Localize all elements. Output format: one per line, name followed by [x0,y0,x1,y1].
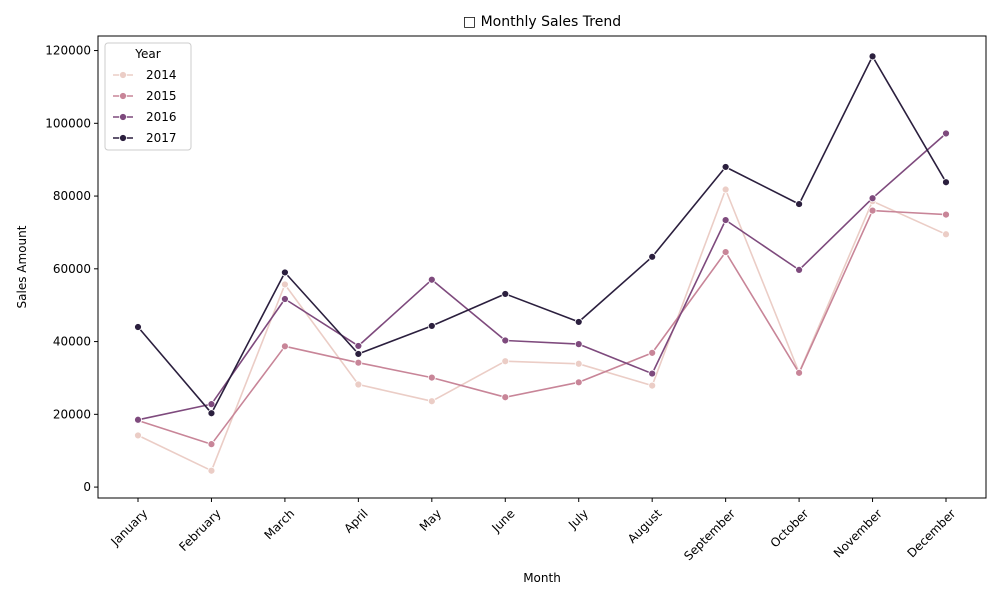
data-point-2015 [648,348,657,357]
data-point-2017 [281,268,289,277]
x-tick-label: November [831,506,885,560]
legend-entry: 2014 [146,68,177,82]
legend-entry: 2017 [146,131,177,145]
legend-swatch-marker [119,71,127,79]
data-point-2016 [281,295,289,303]
legend-entry: 2015 [146,89,177,103]
data-point-2016 [721,216,730,224]
data-point-2014 [354,380,363,389]
series-line-2014 [137,188,947,472]
data-point-2015 [574,378,583,387]
data-point-2015 [354,358,363,367]
data-point-2017 [354,350,363,358]
y-tick-label: 60000 [53,262,91,276]
x-tick-label: January [108,506,151,549]
y-tick-label: 80000 [53,189,91,203]
data-point-2015 [721,248,730,256]
data-point-2016 [648,369,657,378]
legend: Year 2014 2015 2016 2017 [104,42,192,151]
data-point-2014 [501,357,510,366]
data-point-2015 [942,210,950,219]
data-point-2017 [574,318,583,326]
data-point-2015 [207,440,216,449]
data-point-2017 [207,409,216,418]
x-tick-label: May [417,506,444,533]
data-point-2016 [134,415,142,424]
x-tick-label: December [904,506,958,560]
data-point-2014 [207,466,216,475]
data-point-2017 [648,252,657,261]
plot-frame [97,35,987,499]
data-point-2015 [281,342,289,351]
data-point-2017 [721,163,730,171]
data-point-2016 [868,194,877,203]
data-point-2017 [134,323,142,331]
y-tick-label: 100000 [45,116,91,130]
data-point-2015 [795,368,803,377]
legend-box [104,42,192,151]
y-tick-label: 0 [83,480,91,494]
y-axis-label: Sales Amount [15,225,29,308]
series-line-2017 [137,55,947,415]
legend-entry: 2016 [146,110,177,124]
data-point-2014 [721,185,730,194]
data-point-2015 [427,373,436,382]
data-point-2016 [942,129,950,138]
x-tick-label: August [625,506,665,546]
data-point-2016 [795,266,803,274]
x-axis-label: Month [523,571,561,585]
legend-swatch-marker [119,134,127,142]
data-point-2016 [207,400,216,409]
data-point-2014 [574,359,583,368]
series-line-2016 [137,132,947,421]
y-tick-label: 120000 [45,44,91,58]
data-point-2015 [868,206,877,215]
data-point-2016 [427,275,436,284]
x-tick-label: June [489,506,518,535]
data-point-2014 [281,280,289,289]
data-point-2017 [427,322,436,330]
x-tick-label: April [341,506,370,535]
data-point-2017 [501,290,510,298]
y-tick-label: 40000 [53,335,91,349]
data-point-2014 [134,431,142,440]
x-tick-label: September [681,506,738,563]
data-point-2017 [942,178,950,187]
series-line-2015 [137,209,947,446]
legend-title: Year [134,47,160,61]
x-tick-label: July [565,506,591,532]
legend-swatch-marker [119,113,127,121]
legend-swatch-marker [119,92,127,100]
data-point-2017 [868,52,877,61]
x-tick-label: February [176,506,224,554]
data-point-2015 [501,393,510,402]
x-tick-label: October [768,506,812,550]
data-point-2016 [501,336,510,345]
y-tick-label: 20000 [53,407,91,421]
chart-title: □ Monthly Sales Trend [463,14,621,30]
data-point-2014 [648,381,657,390]
data-point-2014 [427,397,436,406]
data-point-2016 [574,340,583,349]
data-point-2016 [354,342,363,350]
x-tick-label: March [261,506,297,542]
data-point-2014 [942,230,950,239]
data-point-2017 [795,200,803,208]
